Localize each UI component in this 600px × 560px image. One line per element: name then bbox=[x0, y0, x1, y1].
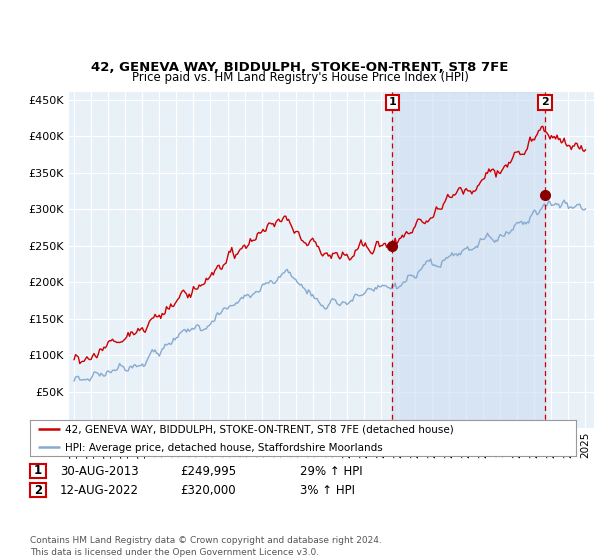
Text: 12-AUG-2022: 12-AUG-2022 bbox=[60, 484, 139, 497]
Text: 2: 2 bbox=[34, 483, 42, 497]
Text: 1: 1 bbox=[388, 97, 396, 108]
Text: 30-AUG-2013: 30-AUG-2013 bbox=[60, 465, 139, 478]
Text: 1: 1 bbox=[34, 464, 42, 478]
Bar bbox=[392, 92, 545, 428]
Text: 42, GENEVA WAY, BIDDULPH, STOKE-ON-TRENT, ST8 7FE: 42, GENEVA WAY, BIDDULPH, STOKE-ON-TRENT… bbox=[91, 61, 509, 74]
Text: 42, GENEVA WAY, BIDDULPH, STOKE-ON-TRENT, ST8 7FE (detached house): 42, GENEVA WAY, BIDDULPH, STOKE-ON-TRENT… bbox=[65, 425, 454, 435]
Text: 2: 2 bbox=[541, 97, 549, 108]
Text: Price paid vs. HM Land Registry's House Price Index (HPI): Price paid vs. HM Land Registry's House … bbox=[131, 71, 469, 84]
Text: Contains HM Land Registry data © Crown copyright and database right 2024.
This d: Contains HM Land Registry data © Crown c… bbox=[30, 536, 382, 557]
Text: HPI: Average price, detached house, Staffordshire Moorlands: HPI: Average price, detached house, Staf… bbox=[65, 443, 383, 453]
Text: 3% ↑ HPI: 3% ↑ HPI bbox=[300, 484, 355, 497]
Text: £249,995: £249,995 bbox=[180, 465, 236, 478]
Text: £320,000: £320,000 bbox=[180, 484, 236, 497]
Text: 29% ↑ HPI: 29% ↑ HPI bbox=[300, 465, 362, 478]
